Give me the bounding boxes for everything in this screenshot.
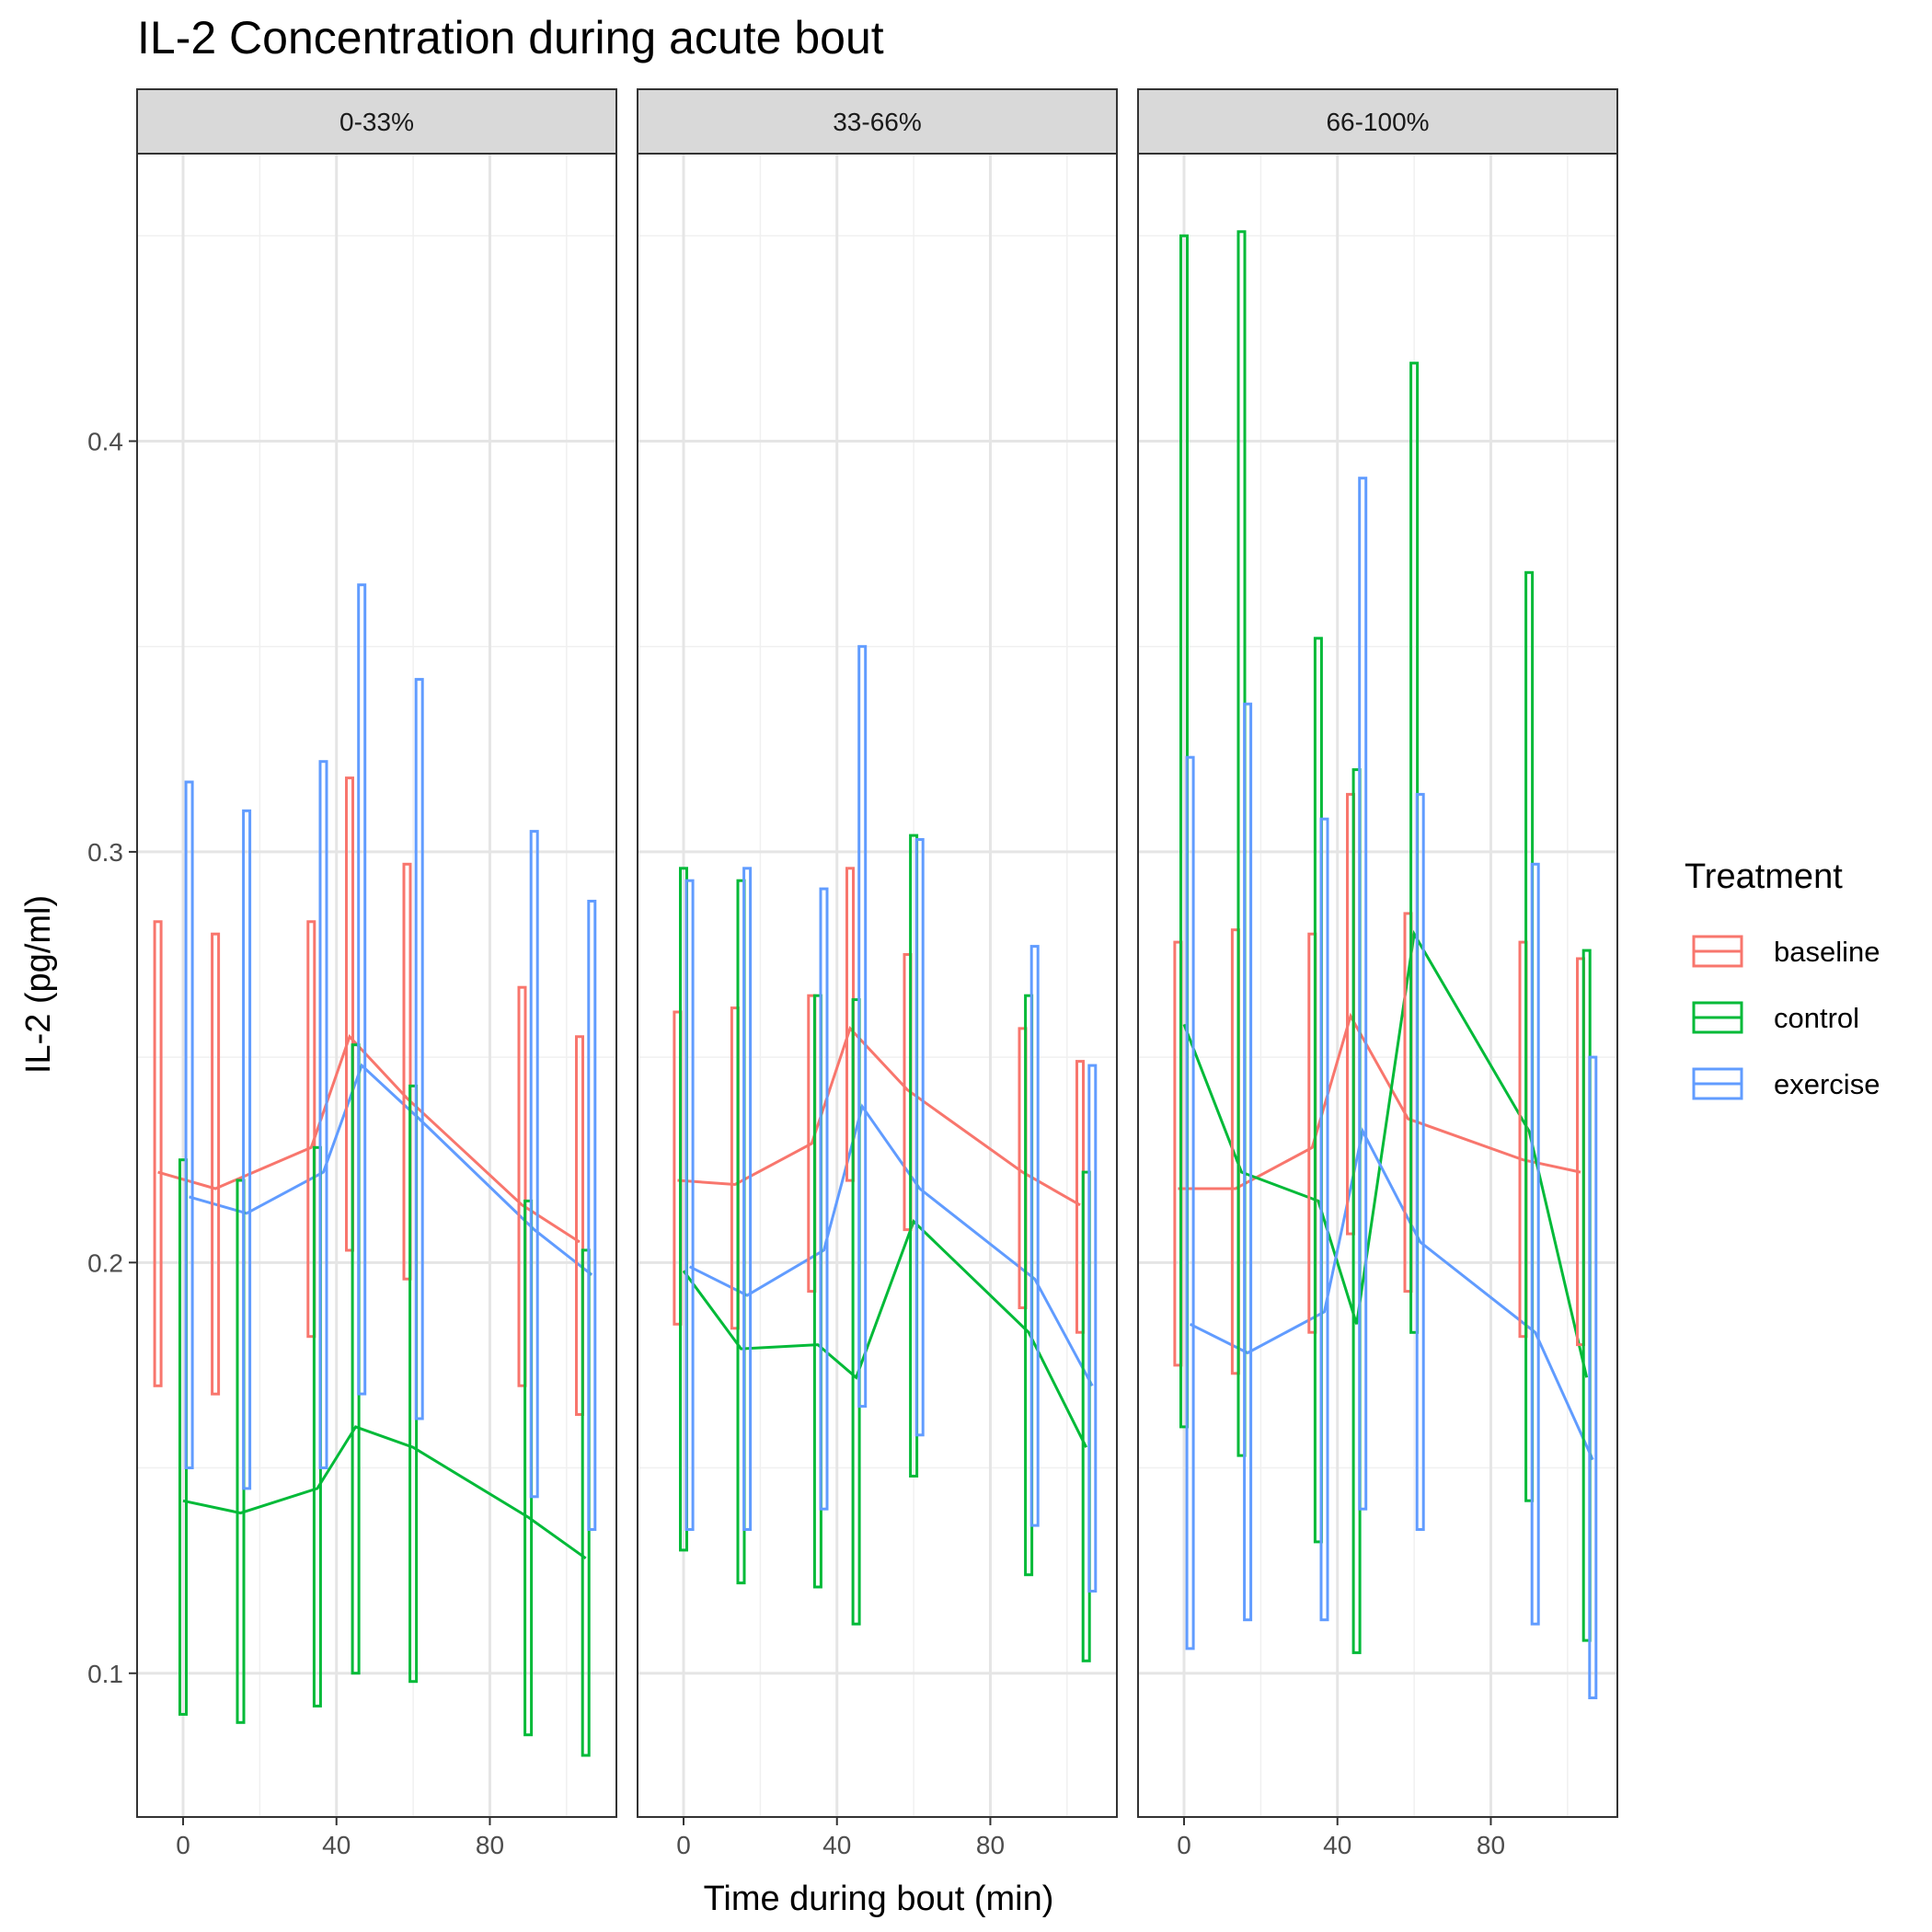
facet-panel-33-66%: 33-66% 0 40 80 [637, 88, 1118, 1859]
legend: Treatment baseline control exercise [1685, 857, 1880, 1100]
error-bar-exercise [242, 809, 252, 1490]
error-bar-exercise [857, 645, 868, 1409]
error-bar-baseline [345, 776, 354, 1252]
error-bar-exercise [318, 760, 328, 1469]
panel-border [637, 153, 1118, 1818]
error-bar-baseline [575, 1035, 584, 1417]
series-line-exercise [688, 1103, 1094, 1387]
facet-strip-label: 33-66% [833, 108, 922, 136]
y-tick-label: 0.1 [87, 1660, 123, 1688]
error-bar-exercise [1415, 792, 1425, 1531]
panel-background [1138, 154, 1617, 1817]
error-bar-baseline [517, 985, 527, 1387]
legend-label-control: control [1774, 1002, 1859, 1034]
series-line-control [182, 1425, 587, 1560]
chart-title: IL-2 Concentration during acute bout [137, 12, 884, 63]
x-tick-label: 80 [476, 1831, 504, 1859]
error-bar-baseline [306, 920, 316, 1339]
y-tick-label: 0.4 [87, 427, 123, 455]
x-tick-label: 80 [1477, 1831, 1505, 1859]
x-tick-label: 0 [1177, 1831, 1191, 1859]
series-line-exercise [1189, 1127, 1594, 1461]
error-bar-exercise [529, 830, 539, 1499]
series-line-control [682, 1219, 1088, 1448]
x-axis-title: Time during bout (min) [704, 1880, 1054, 1918]
facet-panel-0-33%: 0-33% 0 40 80 [136, 88, 617, 1859]
legend-title: Treatment [1685, 857, 1843, 896]
series-line-exercise [189, 1063, 593, 1276]
error-bar-exercise [1087, 1064, 1098, 1593]
error-bar-exercise [914, 838, 925, 1437]
x-tick-label: 40 [1323, 1831, 1351, 1859]
error-bar-exercise [742, 867, 753, 1531]
error-bar-exercise [1358, 477, 1368, 1511]
error-bar-baseline [211, 932, 221, 1396]
error-bar-exercise [184, 780, 194, 1469]
error-bar-exercise [1319, 817, 1329, 1622]
y-tick-label: 0.2 [87, 1248, 123, 1277]
error-bar-baseline [402, 862, 412, 1281]
series-line-baseline [1178, 1012, 1581, 1190]
x-tick-label: 40 [322, 1831, 351, 1859]
facet-strip-label: 0-33% [339, 108, 414, 136]
x-tick-label: 0 [676, 1831, 691, 1859]
error-bar-exercise [587, 900, 597, 1531]
facet-strip-label: 66-100% [1326, 108, 1429, 136]
panel-background [137, 154, 616, 1817]
error-bar-exercise [819, 887, 829, 1511]
legend-label-exercise: exercise [1774, 1068, 1880, 1100]
error-bar-exercise [1029, 945, 1040, 1527]
panel-border [136, 153, 617, 1818]
error-bar-exercise [1530, 862, 1540, 1626]
series-line-control [1182, 929, 1589, 1378]
panel-border [1137, 153, 1618, 1818]
error-bar-exercise [357, 583, 367, 1396]
x-tick-label: 40 [822, 1831, 851, 1859]
legend-label-baseline: baseline [1774, 936, 1880, 968]
x-tick-label: 0 [176, 1831, 190, 1859]
error-bar-exercise [684, 879, 695, 1531]
error-bar-exercise [1588, 1055, 1598, 1699]
facet-panel-66-100%: 66-100% 0 40 80 [1137, 88, 1618, 1859]
facet-panels: 0-33% 0 40 80 33-66% 0 40 80 66-100% 0 40 80 [136, 88, 1618, 1859]
facet-strip [1137, 88, 1618, 155]
y-tick-label: 0.3 [87, 838, 123, 867]
panel-background [638, 154, 1117, 1817]
facet-strip [136, 88, 617, 155]
error-bar-exercise [1185, 755, 1195, 1650]
error-bar-exercise [414, 677, 424, 1420]
y-axis: 0.1 0.2 0.3 0.4 [87, 427, 137, 1688]
error-bar-exercise [1243, 702, 1253, 1622]
series-line-baseline [677, 1026, 1081, 1207]
y-axis-title: IL-2 (pg/ml) [19, 895, 58, 1074]
series-line-baseline [157, 1033, 581, 1244]
x-tick-label: 80 [976, 1831, 1005, 1859]
error-bar-baseline [153, 920, 163, 1387]
